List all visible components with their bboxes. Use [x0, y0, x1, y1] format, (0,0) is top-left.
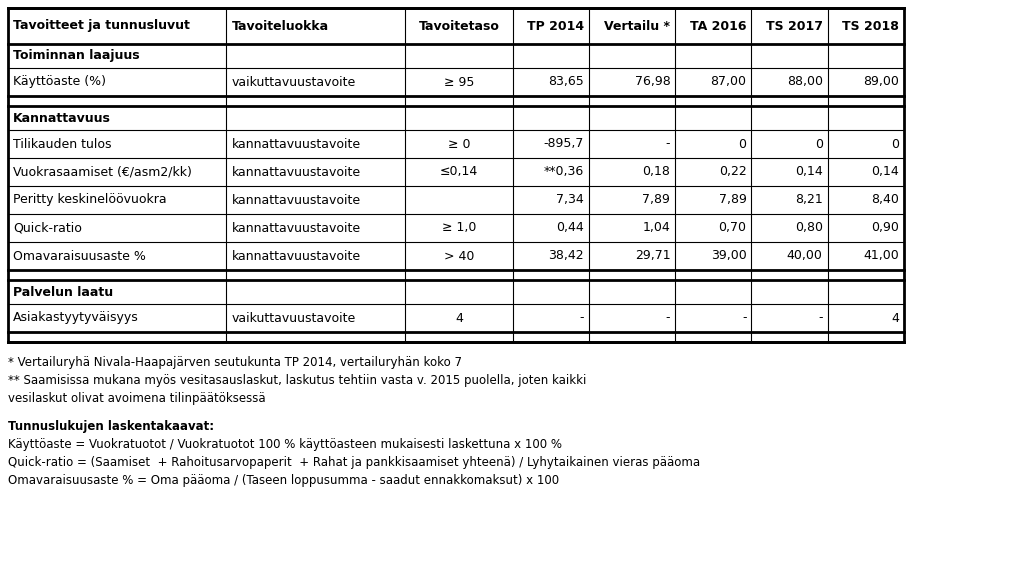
Text: -: -: [579, 312, 584, 325]
Text: 0,44: 0,44: [557, 222, 584, 235]
Text: kannattavuustavoite: kannattavuustavoite: [231, 193, 360, 206]
Text: Omavaraisuusaste % = Oma pääoma / (Taseen loppusumma - saadut ennakkomaksut) x 1: Omavaraisuusaste % = Oma pääoma / (Tasee…: [8, 474, 559, 487]
Text: 8,21: 8,21: [795, 193, 823, 206]
Text: 0,14: 0,14: [871, 165, 899, 179]
Text: 4: 4: [891, 312, 899, 325]
Text: 7,34: 7,34: [557, 193, 584, 206]
Text: 89,00: 89,00: [863, 75, 899, 89]
Text: vaikuttavuustavoite: vaikuttavuustavoite: [231, 75, 355, 89]
Text: Toiminnan laajuus: Toiminnan laajuus: [13, 49, 139, 62]
Text: > 40: > 40: [444, 249, 474, 262]
Text: Käyttöaste = Vuokratuotot / Vuokratuotot 100 % käyttöasteen mukaisesti laskettun: Käyttöaste = Vuokratuotot / Vuokratuotot…: [8, 438, 562, 451]
Text: Tavoiteluokka: Tavoiteluokka: [231, 19, 329, 32]
Text: TA 2016: TA 2016: [690, 19, 746, 32]
Text: 0,18: 0,18: [642, 165, 670, 179]
Text: vaikuttavuustavoite: vaikuttavuustavoite: [231, 312, 355, 325]
Text: 29,71: 29,71: [634, 249, 670, 262]
Text: ≥ 1,0: ≥ 1,0: [442, 222, 476, 235]
Text: 83,65: 83,65: [549, 75, 584, 89]
Text: Kannattavuus: Kannattavuus: [13, 112, 111, 125]
Text: Quick-ratio: Quick-ratio: [13, 222, 81, 235]
Text: 0: 0: [814, 138, 823, 151]
Text: Omavaraisuusaste %: Omavaraisuusaste %: [13, 249, 146, 262]
Text: kannattavuustavoite: kannattavuustavoite: [231, 249, 360, 262]
Text: TS 2018: TS 2018: [842, 19, 899, 32]
Text: Tunnuslukujen laskentakaavat:: Tunnuslukujen laskentakaavat:: [8, 420, 214, 433]
Text: Peritty keskinelöövuokra: Peritty keskinelöövuokra: [13, 193, 167, 206]
Text: -: -: [666, 138, 670, 151]
Text: kannattavuustavoite: kannattavuustavoite: [231, 138, 360, 151]
Text: 0,80: 0,80: [795, 222, 823, 235]
Text: ≥ 0: ≥ 0: [448, 138, 470, 151]
Text: Tavoitetaso: Tavoitetaso: [418, 19, 500, 32]
Text: 0,90: 0,90: [871, 222, 899, 235]
Text: 0,14: 0,14: [795, 165, 823, 179]
Text: 8,40: 8,40: [871, 193, 899, 206]
Text: 0: 0: [891, 138, 899, 151]
Text: 7,89: 7,89: [719, 193, 746, 206]
Text: 7,89: 7,89: [642, 193, 670, 206]
Text: 39,00: 39,00: [711, 249, 746, 262]
Text: ≤0,14: ≤0,14: [440, 165, 478, 179]
Text: kannattavuustavoite: kannattavuustavoite: [231, 165, 360, 179]
Text: -: -: [666, 312, 670, 325]
Text: 38,42: 38,42: [549, 249, 584, 262]
Text: Vertailu *: Vertailu *: [605, 19, 670, 32]
Text: Tavoitteet ja tunnusluvut: Tavoitteet ja tunnusluvut: [13, 19, 190, 32]
Text: 87,00: 87,00: [711, 75, 746, 89]
Text: 40,00: 40,00: [787, 249, 823, 262]
Text: 1,04: 1,04: [642, 222, 670, 235]
Text: Käyttöaste (%): Käyttöaste (%): [13, 75, 106, 89]
Text: Quick-ratio = (Saamiset  + Rahoitusarvopaperit  + Rahat ja pankkisaamiset yhteen: Quick-ratio = (Saamiset + Rahoitusarvopa…: [8, 456, 700, 469]
Text: 0,70: 0,70: [719, 222, 746, 235]
Bar: [8, 8, 904, 342]
Text: TP 2014: TP 2014: [527, 19, 584, 32]
Text: **0,36: **0,36: [544, 165, 584, 179]
Text: 4: 4: [455, 312, 463, 325]
Text: -895,7: -895,7: [544, 138, 584, 151]
Text: 88,00: 88,00: [787, 75, 823, 89]
Text: vesilaskut olivat avoimena tilinpäätöksessä: vesilaskut olivat avoimena tilinpäätökse…: [8, 392, 266, 405]
Text: Tilikauden tulos: Tilikauden tulos: [13, 138, 112, 151]
Text: -: -: [742, 312, 746, 325]
Text: -: -: [818, 312, 823, 325]
Text: ** Saamisissa mukana myös vesitasauslaskut, laskutus tehtiin vasta v. 2015 puole: ** Saamisissa mukana myös vesitasauslask…: [8, 374, 586, 387]
Text: Asiakastyytyväisyys: Asiakastyytyväisyys: [13, 312, 138, 325]
Text: ≥ 95: ≥ 95: [444, 75, 474, 89]
Text: Vuokrasaamiset (€/asm2/kk): Vuokrasaamiset (€/asm2/kk): [13, 165, 191, 179]
Text: Palvelun laatu: Palvelun laatu: [13, 286, 113, 299]
Text: TS 2017: TS 2017: [766, 19, 823, 32]
Text: 76,98: 76,98: [634, 75, 670, 89]
Text: kannattavuustavoite: kannattavuustavoite: [231, 222, 360, 235]
Text: 0,22: 0,22: [719, 165, 746, 179]
Text: 41,00: 41,00: [863, 249, 899, 262]
Text: 0: 0: [738, 138, 746, 151]
Text: * Vertailuryhä Nivala-Haapajärven seutukunta TP 2014, vertailuryhän koko 7: * Vertailuryhä Nivala-Haapajärven seutuk…: [8, 356, 462, 369]
